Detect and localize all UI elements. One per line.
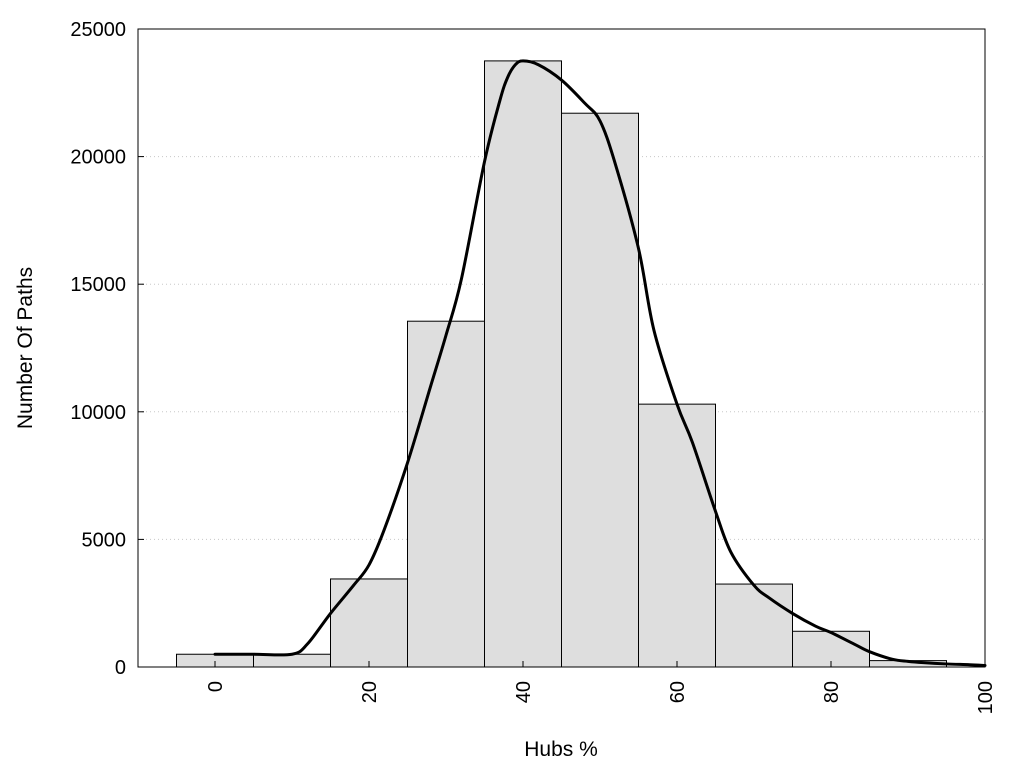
y-tick-label-3: 15000 <box>70 274 126 296</box>
x-tick-label-4: 80 <box>821 681 843 703</box>
y-tick-label-0: 0 <box>115 657 126 679</box>
bar-3 <box>407 320 485 668</box>
bars <box>176 60 947 668</box>
bar-4 <box>484 60 562 668</box>
bar-7 <box>715 583 793 668</box>
x-tick-label-5: 100 <box>975 681 997 714</box>
y-tick-labels: 0 5000 10000 15000 20000 25000 <box>70 19 126 679</box>
y-axis-title: Number Of Paths <box>14 267 37 429</box>
y-tick-label-5: 25000 <box>70 19 126 41</box>
x-tick-label-2: 40 <box>513 681 535 703</box>
density-curve <box>213 59 987 667</box>
y-tick-label-4: 20000 <box>70 147 126 169</box>
x-tick-label-1: 20 <box>359 681 381 703</box>
x-tick-label-0: 0 <box>205 681 227 692</box>
x-tick-labels: 0 20 40 60 80 100 <box>205 681 997 714</box>
y-tick-label-2: 10000 <box>70 402 126 424</box>
plot-frame <box>137 28 986 668</box>
bar-1 <box>253 653 331 668</box>
y-tick-label-1: 5000 <box>82 529 127 551</box>
bar-5 <box>561 112 639 668</box>
x-axis-title: Hubs % <box>524 738 598 761</box>
x-tick-label-3: 60 <box>667 681 689 703</box>
axis-ticks <box>138 28 986 668</box>
bar-6 <box>638 403 716 668</box>
bar-2 <box>330 578 408 668</box>
